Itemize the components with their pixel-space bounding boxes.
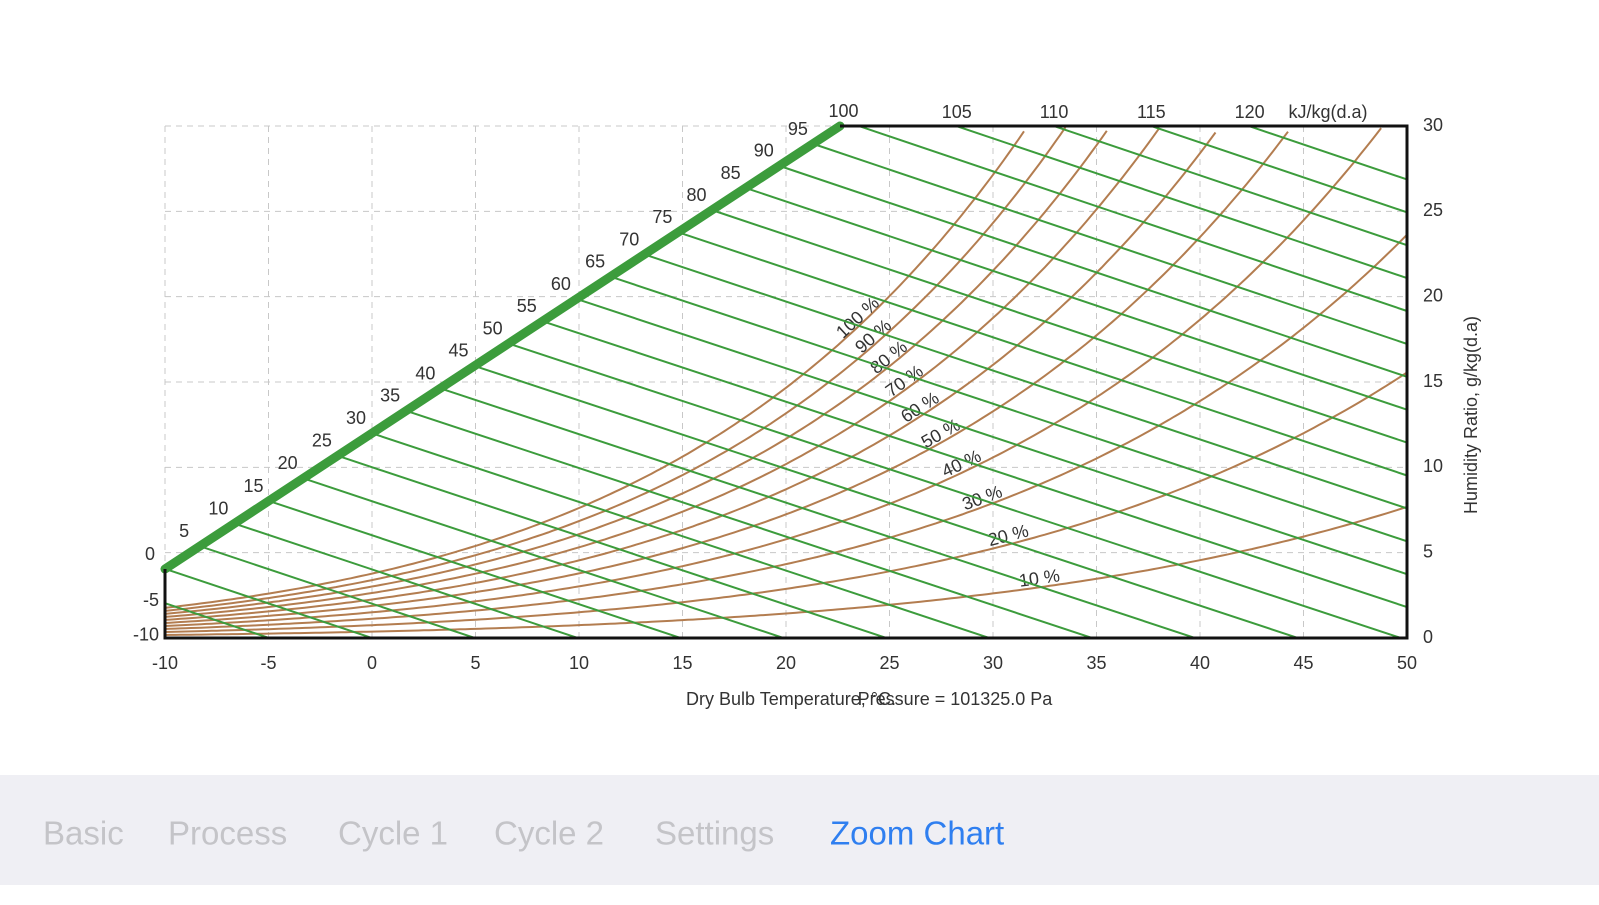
x-tick-label: 40 (1190, 653, 1210, 673)
enthalpy-label: 100 (828, 101, 858, 121)
enthalpy-label: 15 (244, 476, 264, 496)
rh-curve (165, 131, 1107, 614)
enthalpy-label: 120 (1235, 102, 1265, 122)
enthalpy-label: 110 (1040, 102, 1069, 122)
x-tick-label: -10 (152, 653, 178, 673)
rh-curve (165, 128, 1381, 626)
y-tick-label: 10 (1423, 456, 1443, 476)
y-tick-label: 0 (1423, 627, 1433, 647)
tab-0[interactable]: Basic (43, 815, 124, 852)
x-tick-label: 35 (1086, 653, 1106, 673)
enthalpy-label: 105 (942, 102, 972, 122)
x-tick-label: 10 (569, 653, 589, 673)
enthalpy-line (713, 210, 1407, 442)
enthalpy-line (509, 344, 1401, 638)
rh-label: 40 % (939, 446, 985, 482)
enthalpy-label: -10 (133, 624, 159, 644)
enthalpy-line (611, 277, 1407, 541)
enthalpy-label: 25 (312, 431, 332, 451)
y-axis-title: Humidity Ratio, g/kg(d.a) (1461, 316, 1481, 514)
enthalpy-line (441, 389, 1194, 638)
enthalpy-line (338, 456, 887, 638)
enthalpy-line (814, 144, 1407, 344)
x-tick-label: 45 (1293, 653, 1313, 673)
enthalpy-label: 95 (788, 119, 808, 139)
x-tick-label: 0 (367, 653, 377, 673)
enthalpy-unit: kJ/kg(d.a) (1288, 102, 1367, 122)
enthalpy-label: 75 (652, 207, 672, 227)
y-tick-label: 25 (1423, 200, 1443, 220)
x-tick-label: 5 (470, 653, 480, 673)
enthalpy-line (200, 546, 474, 638)
psychrometric-chart: Dry Bulb Temperature, °C. Pressure = 101… (133, 101, 1481, 709)
x-tick-label: 15 (672, 653, 692, 673)
enthalpy-label: 45 (448, 341, 468, 361)
tab-1[interactable]: Process (168, 815, 287, 852)
enthalpy-scale-line (165, 126, 840, 569)
enthalpy-line (406, 411, 1091, 638)
rh-label: 30 % (960, 481, 1005, 514)
enthalpy-line (304, 478, 783, 637)
enthalpy-line (1151, 126, 1407, 212)
rh-curve (165, 127, 1065, 611)
x-tick-label: 50 (1397, 653, 1417, 673)
pressure-label: Pressure = 101325.0 Pa (858, 689, 1054, 709)
y-tick-label: 30 (1423, 115, 1443, 135)
enthalpy-label: 80 (686, 185, 706, 205)
x-tick-label: -5 (260, 653, 276, 673)
enthalpy-line (270, 501, 681, 638)
enthalpy-label: 10 (208, 498, 228, 518)
tab-4[interactable]: Settings (655, 815, 774, 852)
enthalpy-label: 55 (517, 296, 537, 316)
enthalpy-label: 90 (754, 141, 774, 161)
x-tick-label: 30 (983, 653, 1003, 673)
enthalpy-line (747, 188, 1407, 409)
enthalpy-line (1054, 126, 1407, 245)
tab-3[interactable]: Cycle 2 (494, 815, 604, 852)
x-tick-label: 20 (776, 653, 796, 673)
enthalpy-label: 65 (585, 252, 605, 272)
enthalpy-label: 20 (278, 453, 298, 473)
enthalpy-label: 115 (1137, 102, 1166, 122)
y-tick-label: 15 (1423, 371, 1443, 391)
enthalpy-label: 40 (415, 363, 435, 383)
y-tick-label: 5 (1423, 541, 1433, 561)
tab-2[interactable]: Cycle 1 (338, 815, 448, 852)
enthalpy-label: 70 (619, 229, 639, 249)
tabs: Basic Process Cycle 1 Cycle 2 Settings Zoom C… (43, 815, 1004, 852)
tab-5[interactable]: Zoom Chart (830, 815, 1004, 852)
y-tick-label: 20 (1423, 285, 1443, 305)
enthalpy-label: -5 (143, 590, 159, 610)
enthalpy-label: 60 (551, 274, 571, 294)
enthalpy-label: 35 (380, 386, 400, 406)
enthalpy-label: 50 (483, 318, 503, 338)
x-tick-label: 25 (879, 653, 899, 673)
enthalpy-label: 0 (145, 544, 155, 564)
enthalpy-line (859, 126, 1407, 311)
enthalpy-label: 85 (721, 163, 741, 183)
enthalpy-label: 5 (179, 521, 189, 541)
enthalpy-label: 30 (346, 408, 366, 428)
enthalpy-line (1250, 126, 1407, 179)
